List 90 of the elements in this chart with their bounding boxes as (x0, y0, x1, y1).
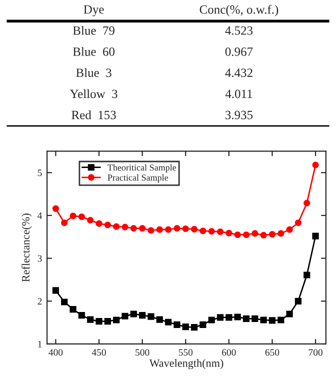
point (174, 225, 180, 232)
point (216, 314, 224, 321)
y-tick-label: 4 (38, 212, 42, 219)
legend-label: Practical Sample (108, 174, 168, 182)
text: 0.967 (225, 47, 253, 56)
point (164, 318, 172, 326)
text: Yellow 3 (70, 89, 118, 98)
point (174, 321, 180, 328)
point (122, 224, 128, 230)
x-tick-label: 600 (222, 349, 236, 356)
point (260, 232, 267, 238)
point (87, 216, 94, 224)
point (304, 272, 310, 278)
point (294, 219, 302, 226)
point (156, 316, 163, 323)
point (268, 317, 276, 324)
x-axis-title: Wavelength(nm) (149, 359, 224, 370)
point (190, 324, 198, 331)
y-tick-label: 2 (38, 298, 42, 305)
point (70, 212, 76, 220)
point (242, 315, 250, 322)
point (182, 324, 189, 330)
point (286, 226, 293, 233)
point (182, 225, 189, 232)
point (113, 316, 120, 324)
point (304, 200, 310, 206)
point (78, 213, 85, 220)
point (61, 219, 68, 226)
point (200, 228, 206, 234)
point (216, 228, 224, 236)
point (208, 228, 215, 235)
point (286, 310, 293, 318)
point (148, 227, 154, 234)
point (139, 225, 146, 232)
point (113, 223, 120, 230)
point (252, 315, 258, 322)
point (78, 312, 85, 319)
point (234, 231, 241, 238)
x-tick-label: 450 (92, 349, 106, 356)
point (312, 232, 319, 240)
text: Dye (84, 5, 104, 16)
point (52, 205, 59, 212)
y-tick-label: 3 (38, 255, 42, 262)
text: 3.935 (226, 110, 253, 120)
x-tick-label: 400 (48, 349, 63, 356)
point (200, 321, 206, 328)
x-tick-label: 700 (308, 349, 322, 356)
point (87, 316, 94, 323)
point (52, 287, 59, 294)
y-axis-title: Reflectance(%) (22, 214, 32, 282)
point (268, 231, 276, 238)
legend-label: Theoritical Sample (108, 164, 176, 172)
point (164, 226, 172, 233)
point (312, 162, 319, 168)
point (122, 312, 128, 320)
text: Blue 3 (76, 68, 112, 77)
point (61, 298, 68, 306)
point (190, 226, 198, 232)
text: Red 153 (72, 110, 116, 120)
text: Conc(%, o.w.f.) (200, 4, 278, 16)
point (96, 318, 102, 325)
point (156, 226, 163, 233)
text: Blue 60 (72, 47, 115, 56)
point (294, 298, 302, 304)
point (139, 312, 146, 319)
point (130, 310, 137, 318)
point (208, 316, 215, 324)
point (278, 316, 284, 324)
point (252, 230, 258, 237)
x-tick-label: 550 (178, 349, 193, 356)
point (226, 314, 232, 321)
point (70, 306, 76, 313)
y-tick-label: 1 (38, 340, 42, 348)
x-tick-label: 500 (136, 349, 150, 356)
text: 4.432 (225, 68, 252, 78)
point (148, 313, 154, 320)
text: 4.011 (225, 90, 252, 98)
text: 4.523 (225, 26, 253, 35)
x-tick-label: 650 (265, 349, 280, 356)
point (104, 318, 111, 325)
point (234, 314, 241, 320)
point (260, 316, 267, 324)
text: Blue 79 (72, 26, 114, 35)
point (278, 230, 284, 237)
point (226, 230, 232, 236)
point (96, 220, 102, 227)
y-tick-label: 5 (38, 170, 42, 176)
point (104, 222, 111, 228)
point (242, 231, 250, 238)
point (130, 225, 137, 232)
